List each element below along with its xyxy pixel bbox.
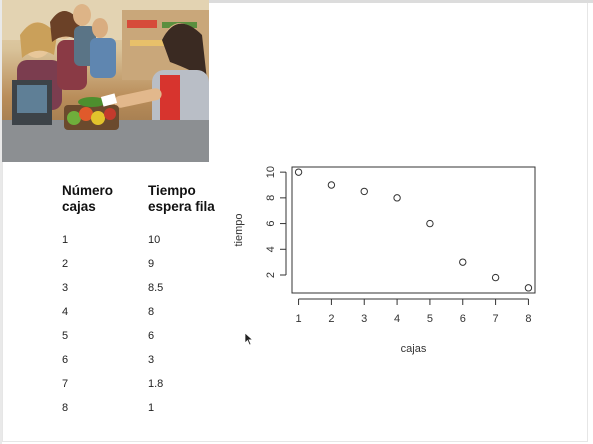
data-point: [327, 181, 336, 189]
x-tick-label: 7: [493, 313, 499, 325]
x-tick-label: 3: [361, 313, 367, 325]
data-point: [393, 194, 401, 202]
column-header-tiempo-espera: Tiempo espera fila: [148, 183, 238, 215]
data-point: [524, 284, 533, 292]
cell-cajas: 2: [62, 258, 69, 270]
cell-tiempo: 8: [148, 306, 155, 318]
x-tick-label: 2: [328, 313, 334, 325]
x-tick-label: 6: [460, 313, 466, 325]
cell-tiempo: 8.5: [148, 282, 164, 294]
mouse-pointer-icon: [244, 332, 254, 351]
cell-cajas: 8: [62, 402, 69, 414]
cell-tiempo: 1.8: [148, 378, 164, 390]
plot-frame: [291, 166, 536, 294]
column-header-line: Tiempo: [148, 183, 196, 198]
x-tick-label: 8: [525, 313, 531, 325]
x-tick-label: 4: [394, 313, 400, 325]
window-left-edge: [0, 0, 2, 444]
y-tick-label: 6: [265, 221, 277, 227]
data-point: [294, 168, 303, 176]
column-header-line: Número: [62, 183, 114, 198]
window-top-edge: [0, 0, 593, 3]
x-axis: 1 2 3 4 5 6 7 8: [296, 298, 531, 325]
cell-tiempo: 6: [148, 330, 155, 342]
y-tick-label: 8: [265, 195, 277, 201]
supermarket-checkout-photo: [2, 0, 209, 162]
y-tick-label: 4: [265, 246, 277, 252]
data-point: [360, 187, 368, 196]
x-axis-label: cajas: [401, 343, 427, 355]
column-header-numero-cajas: Número cajas: [62, 183, 132, 215]
data-point: [459, 258, 467, 266]
cell-cajas: 1: [62, 234, 69, 246]
x-tick-label: 5: [427, 313, 433, 325]
data-points: [294, 168, 533, 292]
y-tick-label: 10: [265, 166, 277, 178]
x-tick-label: 1: [296, 313, 302, 325]
column-header-line: espera fila: [148, 199, 215, 214]
cell-cajas: 4: [62, 306, 69, 318]
cell-cajas: 6: [62, 354, 69, 366]
column-header-line: cajas: [62, 199, 96, 214]
data-point: [426, 219, 434, 228]
cell-tiempo: 10: [148, 234, 161, 246]
cell-cajas: 3: [62, 282, 69, 294]
data-point: [491, 273, 500, 282]
cell-cajas: 7: [62, 378, 69, 390]
cell-tiempo: 1: [148, 402, 155, 414]
cell-tiempo: 3: [148, 354, 155, 366]
y-axis: 2 4 6 8 10: [265, 166, 287, 278]
cell-tiempo: 9: [148, 258, 155, 270]
y-axis-label: tiempo: [233, 213, 245, 246]
cell-cajas: 5: [62, 330, 69, 342]
y-tick-label: 2: [265, 272, 277, 278]
